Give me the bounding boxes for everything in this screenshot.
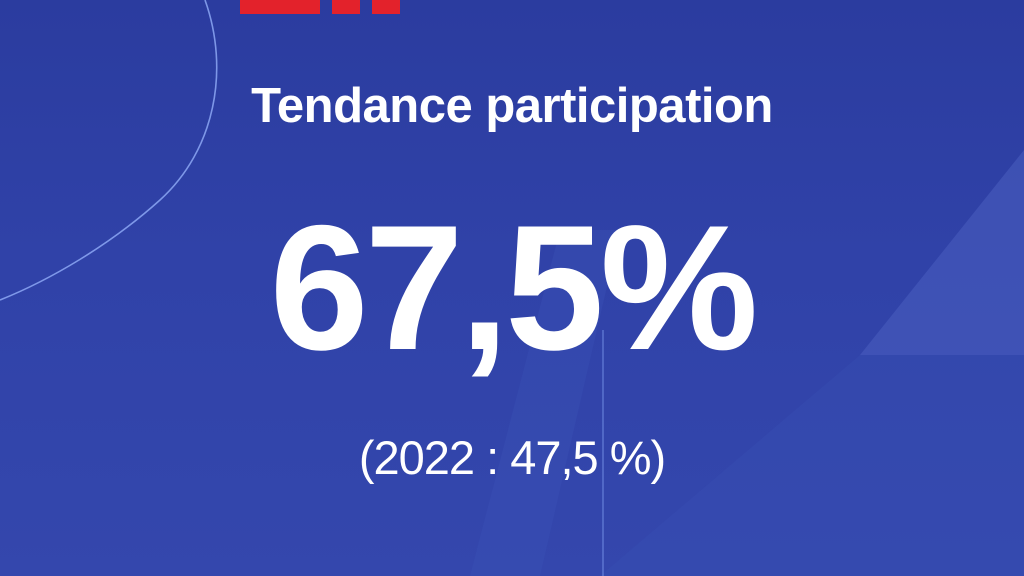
- turnout-value: 67,5%: [269, 188, 759, 387]
- headline-title: Tendance participation: [251, 79, 773, 133]
- channel-logo-fragment: [240, 0, 400, 14]
- comparison-text: (2022 : 47,5 %): [358, 431, 666, 484]
